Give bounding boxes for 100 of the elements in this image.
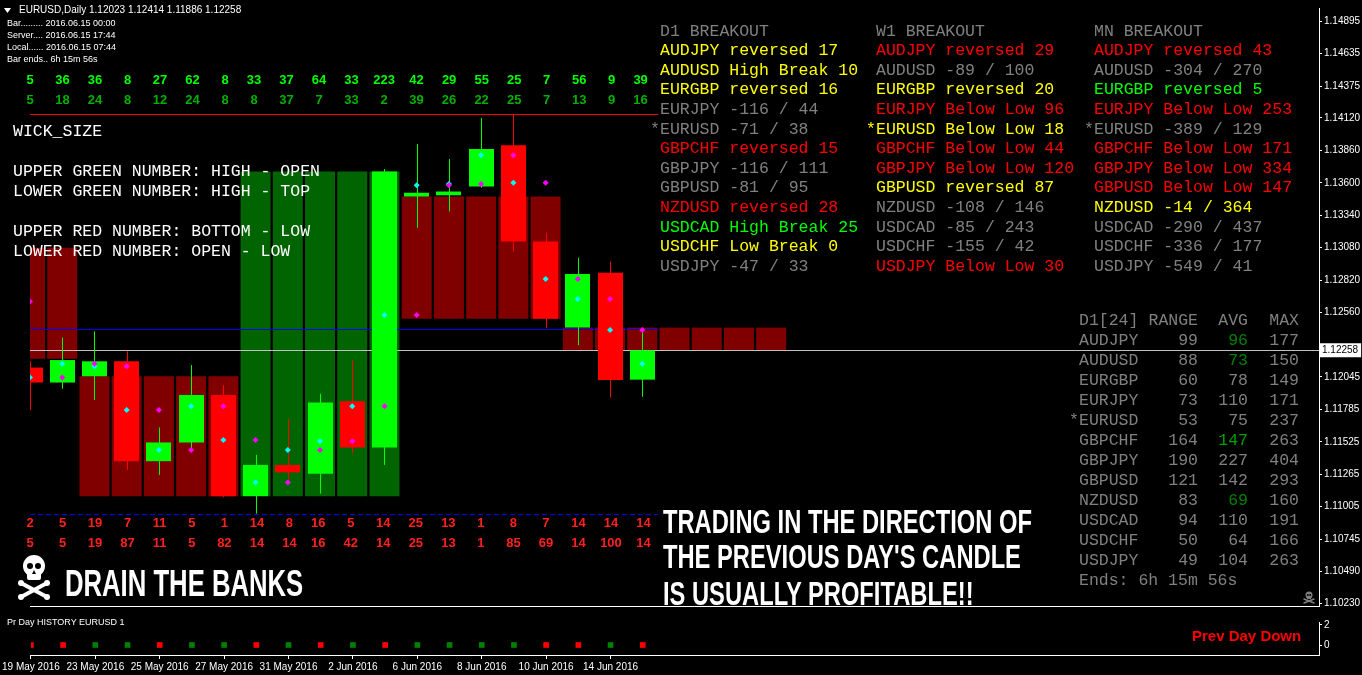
annotation: USDJPY Below Low 30	[876, 256, 1065, 276]
annotation: GBPCHF Below Low 171	[1094, 139, 1293, 159]
point	[542, 179, 549, 186]
annotation: GBPJPY -116 / 111	[660, 158, 829, 178]
annotation: GBPJPY Below Low 334	[1094, 158, 1293, 178]
annotation: 121	[1168, 471, 1198, 491]
candlestick	[275, 418, 300, 483]
text: D1 BREAKOUT	[660, 21, 769, 41]
bar	[691, 327, 722, 351]
annotation: NZDUSD -14 / 364	[1094, 198, 1253, 218]
x-tick-label: 2 Jun 2016	[328, 660, 379, 672]
annotation: GBPUSD -81 / 95	[660, 178, 809, 198]
annotation: Bar ends.. 6h 15m 56s	[7, 54, 98, 64]
point	[413, 182, 420, 189]
annotation: EURGBP reversed 20	[876, 80, 1055, 100]
annotation: USDCHF -155 / 42	[876, 237, 1035, 257]
text: MN BREAKOUT	[1094, 21, 1203, 41]
annotation: 110	[1218, 511, 1248, 531]
annotation: NZDUSD	[1079, 491, 1139, 511]
y-tick-label: 1.13080	[1324, 241, 1361, 253]
annotation: 150	[1269, 351, 1299, 371]
annotation: MAX	[1269, 311, 1299, 331]
annotation: Server.... 2016.06.15 17:44	[7, 30, 116, 40]
y-tick-label: 1.14375	[1324, 79, 1361, 91]
y-tick-label: 1.14635	[1324, 47, 1361, 59]
point	[59, 360, 66, 367]
annotation: 53	[1178, 411, 1198, 431]
annotation: Local...... 2016.06.15 07:44	[7, 42, 117, 52]
annotation: THE PREVIOUS DAY'S CANDLE	[663, 537, 1021, 575]
annotation: 147	[1218, 431, 1248, 451]
point	[639, 360, 646, 367]
y-tick-label: 2	[1324, 618, 1330, 630]
annotation: 142	[1218, 471, 1248, 491]
point	[478, 181, 485, 188]
annotation: LOWER GREEN NUMBER: HIGH - TOP	[13, 182, 311, 201]
annotation: *EURUSD	[1069, 411, 1139, 431]
annotation: Prev Day Down	[1192, 627, 1302, 644]
point	[478, 152, 485, 159]
point	[284, 479, 291, 486]
annotation: 164	[1168, 431, 1198, 451]
annotation: 69	[1228, 491, 1248, 511]
y-tick-label: 1.14120	[1324, 111, 1361, 123]
annotation: EURJPY Below Low 96	[876, 100, 1065, 120]
annotation: AUDJPY reversed 43	[1094, 41, 1273, 61]
annotation: UPPER RED NUMBER: BOTTOM - LOW	[13, 222, 311, 241]
candlestick	[82, 330, 107, 401]
point	[349, 403, 356, 410]
point	[252, 436, 259, 443]
y-tick-label: 1.13860	[1324, 144, 1361, 156]
text: W1 BREAKOUT	[876, 21, 985, 41]
x-tick-label: 14 Jun 2016	[583, 660, 639, 672]
x-tick-label: 25 May 2016	[130, 660, 190, 672]
annotation: 64	[1228, 531, 1248, 551]
point	[574, 295, 581, 302]
annotation: 104	[1218, 551, 1248, 571]
annotation: EURGBP reversed 16	[660, 80, 839, 100]
x-tick-label: 6 Jun 2016	[392, 660, 443, 672]
annotation: 190	[1168, 451, 1198, 471]
annotation: 49	[1178, 551, 1198, 571]
annotation: USDJPY -549 / 41	[1094, 256, 1253, 276]
annotation: USDCAD -85 / 243	[876, 217, 1035, 237]
annotation: 263	[1269, 431, 1299, 451]
point	[574, 275, 581, 282]
annotation: Bar......... 2016.06.15 00:00	[7, 18, 116, 28]
point	[607, 295, 614, 302]
y-tick-label: 1.12560	[1324, 306, 1361, 318]
annotation: RANGE	[1148, 311, 1198, 331]
bar	[723, 327, 754, 351]
point	[284, 446, 291, 453]
annotation: USDCHF -336 / 177	[1094, 237, 1263, 257]
annotation: DRAIN THE BANKS	[65, 563, 304, 604]
annotation: 83	[1178, 491, 1198, 511]
annotation: 5 18 24 8 12 24 8 8 37 7 33 2 39 26 22 25 7 13 9 16	[26, 91, 648, 107]
annotation: UPPER GREEN NUMBER: HIGH - OPEN	[13, 162, 320, 181]
annotation: 2 5 19 7 11 5 1 14 8 16 5 14 25 13 1 8 7 14 14 14	[26, 515, 651, 530]
annotation: GBPUSD Below Low 147	[1094, 178, 1293, 198]
y-tick-label: 1.13340	[1324, 208, 1361, 220]
annotation: NZDUSD -108 / 146	[876, 198, 1045, 218]
annotation: 96	[1228, 331, 1248, 351]
annotation: *EURUSD Below Low 18	[866, 119, 1065, 139]
annotation: AUDJPY reversed 29	[876, 41, 1055, 61]
y-tick-label: 1.10745	[1324, 532, 1361, 544]
annotation: 73	[1228, 351, 1248, 371]
y-tick-label: 1.12820	[1324, 273, 1361, 285]
annotation: D1[24]	[1079, 311, 1139, 331]
chart-title: EURUSD,Daily 1.12023 1.12414 1.11886 1.12258	[19, 4, 242, 15]
point	[413, 312, 420, 319]
bar	[466, 196, 497, 319]
point	[639, 327, 646, 334]
annotation: USDJPY -47 / 33	[660, 256, 809, 276]
annotation: 5 5 19 87 11 5 82 14 14 16 42 14 25 13 1 85 69 14 100 14	[26, 534, 651, 550]
x-tick-label: 8 Jun 2016	[456, 660, 507, 672]
annotation: GBPCHF reversed 15	[660, 139, 839, 159]
candlestick	[404, 143, 429, 229]
annotation: EURJPY Below Low 253	[1094, 100, 1293, 120]
annotation: USDCAD -290 / 437	[1094, 217, 1263, 237]
point	[220, 436, 227, 443]
point	[510, 152, 517, 159]
annotation: GBPUSD reversed 87	[876, 178, 1055, 198]
annotation: 75	[1228, 411, 1248, 431]
